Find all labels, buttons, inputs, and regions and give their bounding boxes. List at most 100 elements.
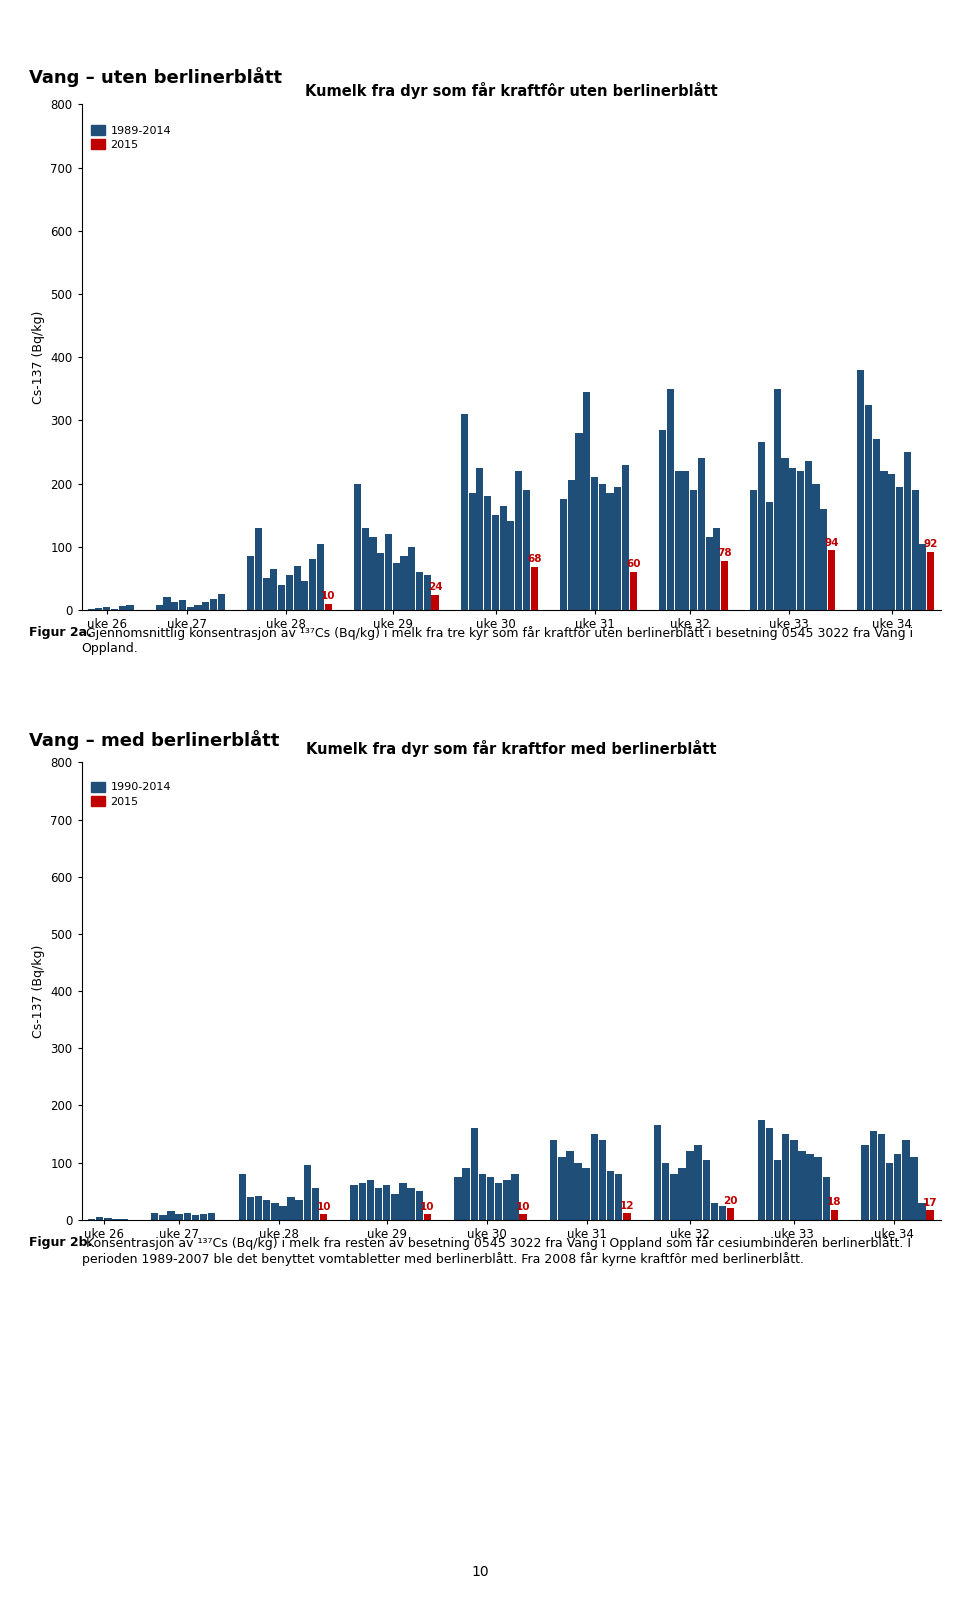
- Bar: [670, 1175, 678, 1220]
- Bar: [710, 1202, 718, 1220]
- Bar: [659, 430, 666, 610]
- Legend: 1990-2014, 2015: 1990-2014, 2015: [91, 782, 171, 807]
- Bar: [499, 506, 507, 610]
- Text: 10: 10: [420, 1202, 435, 1212]
- Bar: [495, 1183, 502, 1220]
- Bar: [790, 1140, 798, 1220]
- Bar: [423, 575, 431, 610]
- Bar: [312, 1188, 319, 1220]
- Bar: [320, 1213, 327, 1220]
- Bar: [823, 1176, 830, 1220]
- Bar: [877, 1135, 885, 1220]
- Bar: [607, 1172, 614, 1220]
- Bar: [599, 483, 606, 610]
- Bar: [828, 551, 835, 610]
- Bar: [279, 1205, 287, 1220]
- Text: 12: 12: [619, 1201, 635, 1210]
- Text: 68: 68: [527, 554, 541, 565]
- Bar: [575, 433, 583, 610]
- Bar: [484, 496, 492, 610]
- Text: 60: 60: [626, 560, 640, 570]
- Bar: [919, 1202, 925, 1220]
- Bar: [238, 1175, 246, 1220]
- Bar: [757, 1120, 765, 1220]
- Bar: [171, 602, 179, 610]
- Bar: [804, 461, 812, 610]
- Bar: [789, 467, 796, 610]
- Bar: [622, 464, 629, 610]
- Bar: [590, 1135, 598, 1220]
- Bar: [476, 467, 484, 610]
- Bar: [362, 528, 369, 610]
- Bar: [263, 1201, 271, 1220]
- Bar: [503, 1180, 511, 1220]
- Bar: [927, 552, 934, 610]
- Bar: [507, 522, 515, 610]
- Bar: [359, 1183, 366, 1220]
- Bar: [454, 1176, 462, 1220]
- Bar: [309, 559, 316, 610]
- Bar: [721, 560, 729, 610]
- Bar: [203, 602, 209, 610]
- Bar: [393, 562, 399, 610]
- Bar: [461, 414, 468, 610]
- Y-axis label: Cs-137 (Bq/kg): Cs-137 (Bq/kg): [32, 310, 45, 404]
- Bar: [103, 607, 110, 610]
- Bar: [183, 1213, 191, 1220]
- Bar: [751, 490, 757, 610]
- Bar: [766, 502, 773, 610]
- Bar: [96, 1217, 104, 1220]
- Bar: [354, 483, 361, 610]
- Bar: [910, 1157, 918, 1220]
- Bar: [151, 1213, 158, 1220]
- Bar: [880, 470, 888, 610]
- Text: 78: 78: [717, 547, 732, 559]
- Bar: [654, 1125, 661, 1220]
- Bar: [512, 1175, 518, 1220]
- Bar: [192, 1215, 199, 1220]
- Bar: [713, 528, 720, 610]
- Text: Figur 2a.: Figur 2a.: [29, 626, 91, 639]
- Bar: [912, 490, 919, 610]
- Bar: [886, 1162, 893, 1220]
- Text: 20: 20: [724, 1196, 738, 1205]
- Bar: [566, 1151, 574, 1220]
- Bar: [774, 388, 780, 610]
- Bar: [894, 1154, 901, 1220]
- Bar: [367, 1180, 374, 1220]
- Bar: [857, 369, 864, 610]
- Bar: [661, 1162, 669, 1220]
- Bar: [301, 581, 308, 610]
- Bar: [200, 1213, 207, 1220]
- Bar: [675, 470, 682, 610]
- Bar: [487, 1176, 494, 1220]
- Bar: [550, 1140, 558, 1220]
- Bar: [727, 1209, 734, 1220]
- Bar: [383, 1186, 391, 1220]
- Bar: [583, 1168, 590, 1220]
- Bar: [470, 1128, 478, 1220]
- Bar: [247, 1197, 254, 1220]
- Bar: [167, 1212, 175, 1220]
- Bar: [865, 404, 872, 610]
- Bar: [678, 1168, 685, 1220]
- Bar: [408, 547, 416, 610]
- Bar: [686, 1151, 694, 1220]
- Bar: [399, 1183, 407, 1220]
- Bar: [104, 1218, 111, 1220]
- Bar: [431, 595, 439, 610]
- Title: Kumelk fra dyr som får kraftfôr uten berlinerblått: Kumelk fra dyr som får kraftfôr uten ber…: [305, 82, 717, 100]
- Bar: [574, 1162, 582, 1220]
- Bar: [758, 443, 765, 610]
- Bar: [385, 534, 392, 610]
- Bar: [870, 1132, 877, 1220]
- Bar: [567, 480, 575, 610]
- Bar: [416, 571, 423, 610]
- Bar: [95, 608, 103, 610]
- Bar: [820, 509, 828, 610]
- Bar: [806, 1154, 814, 1220]
- Bar: [591, 477, 598, 610]
- Bar: [317, 544, 324, 610]
- Bar: [271, 568, 277, 610]
- Bar: [903, 453, 911, 610]
